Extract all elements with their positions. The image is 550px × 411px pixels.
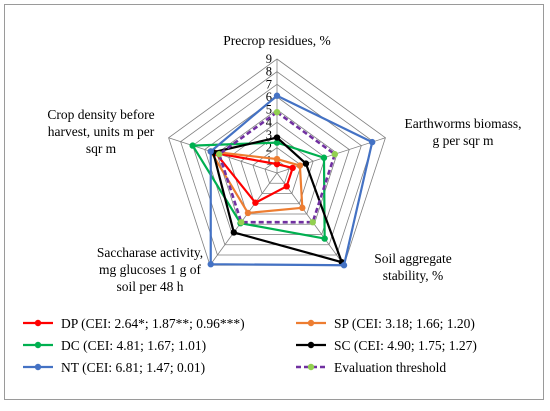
axis-label-1-line-1: Precrop residues, % [223, 33, 331, 48]
series-2-point-3 [299, 204, 306, 212]
series-2-point-1 [273, 155, 281, 163]
series-2-point-4 [244, 209, 252, 217]
axis-label-4-line-3: soil per 48 h [116, 279, 183, 294]
series-5 [207, 92, 376, 269]
series-6-point-3 [309, 218, 316, 226]
series-5-point-1 [273, 92, 281, 99]
legend-label-1: DP (CEI: 2.64*; 1.87**; 0.96***) [61, 316, 245, 331]
tick-label-7: 7 [266, 77, 272, 91]
tick-label-3: 3 [266, 128, 272, 142]
grid-ring-3 [240, 134, 314, 205]
legend-item-4: SC (CEI: 4.90; 1.75; 1.27) [296, 338, 477, 353]
series-line-6 [217, 110, 337, 224]
series-5-point-4 [207, 261, 214, 268]
grid-ring-4 [228, 121, 326, 215]
legend: DP (CEI: 2.64*; 1.87**; 0.96***) SP (CEI:… [23, 316, 477, 375]
axis-label-5-line-3: sqr m [86, 141, 117, 156]
legend-label-5: NT (CEI: 6.81; 1.47; 0.01) [61, 360, 205, 375]
series-4-point-4 [230, 229, 238, 236]
series-1-point-1 [273, 160, 281, 168]
legend-swatch-marker-2 [307, 319, 315, 327]
tick-label-8: 8 [266, 65, 272, 79]
legend-label-6: Evaluation threshold [334, 360, 446, 375]
series-6-point-2 [331, 151, 339, 158]
legend-label-4: SC (CEI: 4.90; 1.75; 1.27) [334, 338, 477, 353]
axis-label-2-line-1: Earthworms biomass, [405, 116, 522, 131]
grid-spoke-4 [209, 172, 278, 266]
series-3-point-3 [321, 235, 328, 242]
legend-item-2: SP (CEI: 3.18; 1.66; 1.20) [296, 316, 475, 331]
legend-swatch-marker-6 [307, 363, 315, 371]
grid-ring-2 [252, 147, 302, 194]
series-6-point-4 [238, 218, 245, 226]
tick-label-9: 9 [266, 52, 272, 66]
tick-label-1: 1 [266, 153, 272, 167]
series-line-3 [191, 141, 326, 240]
series-4-point-1 [273, 134, 281, 141]
grid-ring-5 [216, 109, 338, 225]
tick-label-6: 6 [266, 90, 272, 104]
series-6-point-1 [273, 109, 281, 116]
series-1-point-2 [289, 164, 296, 172]
series-3-point-2 [320, 154, 328, 161]
series-6-point-5 [215, 151, 223, 158]
legend-label-2: SP (CEI: 3.18; 1.66; 1.20) [334, 316, 475, 331]
series-5-point-5 [207, 148, 214, 155]
series-2 [207, 148, 306, 217]
axis-label-5-line-1: Crop density before [47, 107, 154, 122]
series-5-point-3 [340, 262, 348, 269]
legend-swatch-marker-3 [34, 341, 42, 349]
legend-swatch-marker-1 [34, 319, 42, 327]
series-1-point-3 [283, 183, 290, 190]
legend-item-5: NT (CEI: 6.81; 1.47; 0.01) [23, 360, 205, 375]
grid-ring-6 [204, 96, 350, 235]
axis-label-2-line-2: g per sqr m [432, 133, 494, 148]
legend-label-3: DC (CEI: 4.81; 1.67; 1.01) [61, 338, 206, 353]
series-2-point-2 [296, 162, 304, 169]
legend-item-3: DC (CEI: 4.81; 1.67; 1.01) [23, 338, 206, 353]
legend-swatch-marker-5 [34, 363, 42, 371]
axis-label-3-line-2: stability, % [383, 268, 444, 283]
grid-ring-8 [180, 71, 374, 256]
series-3-point-5 [189, 142, 196, 149]
legend-item-6: Evaluation threshold [296, 360, 446, 375]
axis-label-4-line-1: Saccharase activity, [97, 245, 203, 260]
tick-label-2: 2 [266, 141, 272, 155]
series-3-point-1 [273, 139, 281, 146]
axis-label-3-line-1: Soil aggregate [374, 251, 452, 266]
series-4-point-2 [302, 160, 310, 167]
axis-label-4-line-2: mg glucoses 1 g of [99, 262, 201, 277]
legend-swatch-marker-4 [307, 341, 315, 349]
series-6 [215, 109, 339, 226]
axis-labels: Precrop residues, % Earthworms biomass, g … [47, 33, 521, 294]
series-5-point-2 [368, 138, 376, 146]
axis-label-5-line-2: harvest, units m per [48, 124, 155, 139]
tick-label-4: 4 [266, 115, 273, 129]
series-layer [189, 92, 376, 269]
series-1-point-4 [252, 199, 259, 206]
series-line-5 [209, 94, 374, 267]
tick-label-5: 5 [266, 103, 272, 117]
legend-item-1: DP (CEI: 2.64*; 1.87**; 0.96***) [23, 316, 245, 331]
